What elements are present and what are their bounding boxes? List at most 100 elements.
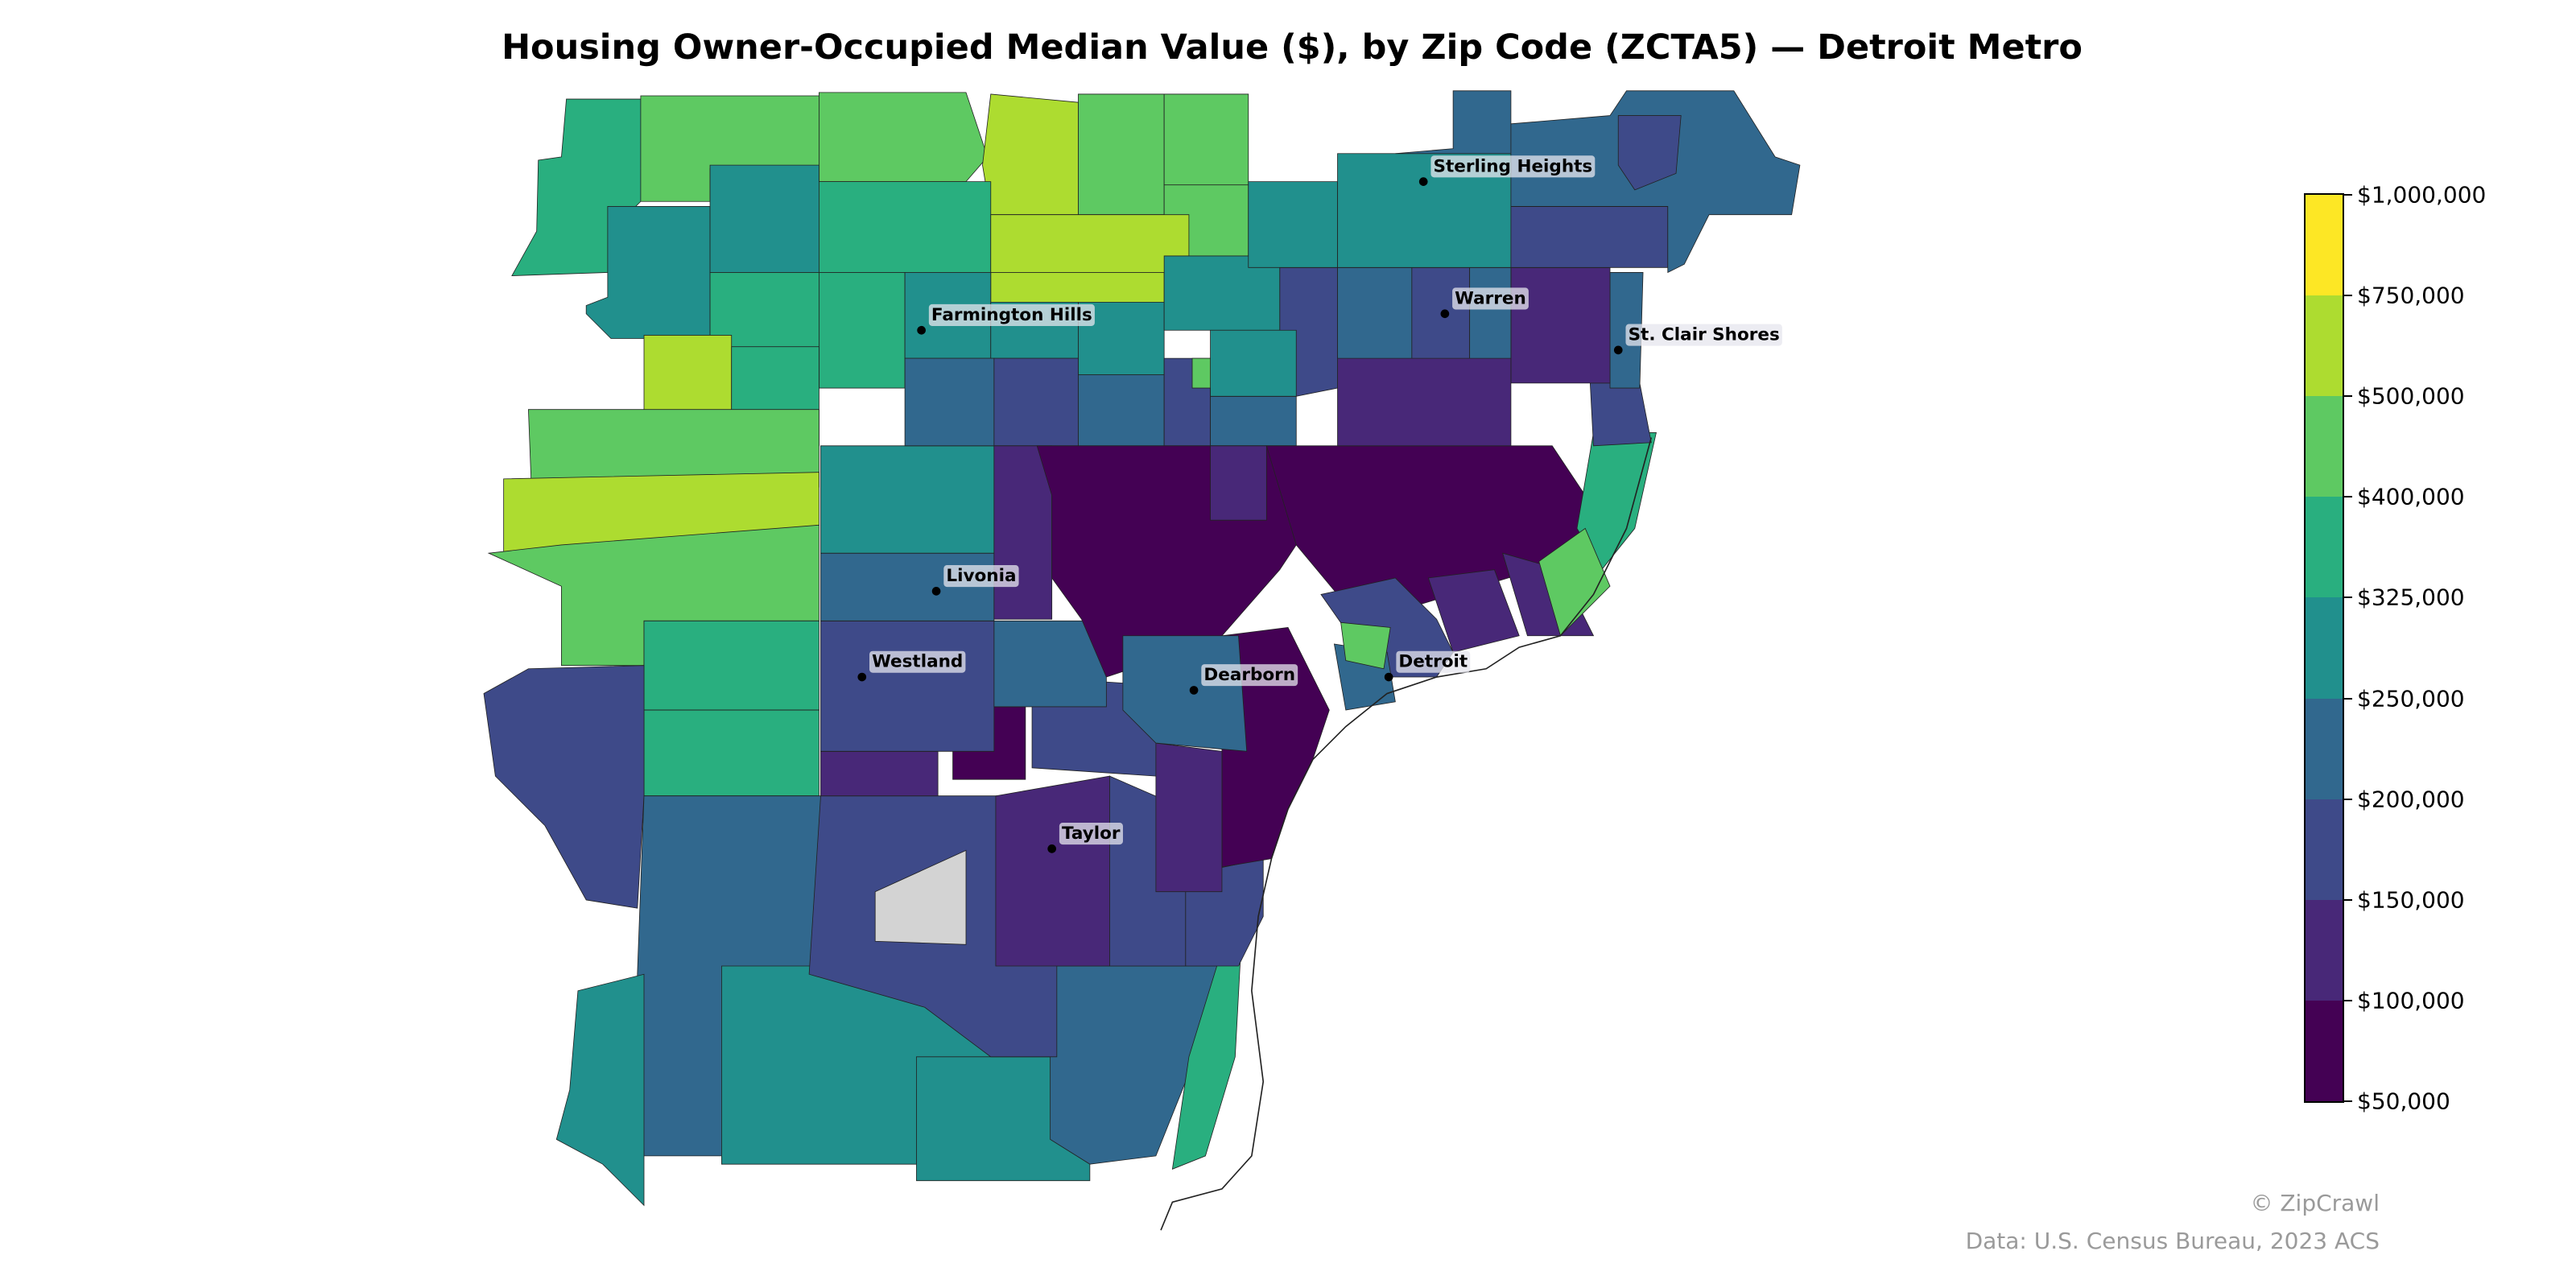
city-label: Farmington Hills (931, 305, 1092, 325)
city-label-background (1201, 664, 1298, 687)
zip-area (1210, 445, 1267, 521)
zip-area (1617, 115, 1682, 191)
colorbar-tick (2343, 898, 2352, 901)
city-label: Taylor (1062, 824, 1121, 844)
colorbar-bin (2306, 899, 2343, 1001)
city-dot (1384, 672, 1393, 682)
colorbar-tick-label: $500,000 (2357, 382, 2465, 410)
city-label: Sterling Heights (1434, 156, 1593, 176)
colorbar-bin (2306, 799, 2343, 900)
colorbar-tick-label: $200,000 (2357, 786, 2465, 813)
colorbar-bin (2306, 195, 2343, 296)
colorbar-tick (2343, 999, 2352, 1001)
city-label-background (928, 303, 1095, 326)
city-dot (857, 672, 867, 682)
zip-area (1510, 205, 1669, 268)
map-title: Housing Owner-Occupied Median Value ($),… (502, 27, 2083, 68)
city-label-background (1625, 324, 1782, 346)
zip-zones (483, 90, 1801, 1207)
colorbar-bin (2306, 698, 2343, 799)
city-label-background (1452, 287, 1529, 310)
zip-area (819, 92, 989, 183)
colorbar (2304, 193, 2344, 1103)
zip-area (1210, 329, 1297, 397)
city-marker: Warren (1440, 287, 1529, 319)
colorbar-tick-label: $1,000,000 (2357, 181, 2487, 208)
city-marker: Dearborn (1189, 664, 1298, 695)
city-label-background (1396, 650, 1471, 673)
city-label: Warren (1455, 288, 1526, 308)
colorbar-bin (2306, 1000, 2343, 1101)
zip-area (643, 620, 819, 711)
zip-area (1337, 357, 1512, 447)
colorbar-bin (2306, 295, 2343, 397)
zip-area (1078, 93, 1165, 216)
colorbar-tick-label: $325,000 (2357, 584, 2465, 611)
city-label: Westland (872, 652, 963, 672)
city-label-background (1430, 155, 1596, 178)
zip-area (820, 620, 995, 752)
zip-area (993, 620, 1107, 708)
zip-area (904, 357, 995, 447)
zip-area (1078, 374, 1165, 447)
city-marker: Detroit (1384, 650, 1471, 682)
city-marker: Livonia (931, 565, 1019, 596)
city-marker: Taylor (1047, 823, 1123, 853)
colorbar-bin (2306, 497, 2343, 598)
zip-area (820, 552, 995, 621)
colorbar-tick-label: $50,000 (2357, 1088, 2450, 1115)
city-dot (917, 325, 926, 335)
zip-area (643, 709, 819, 797)
zip-area (820, 750, 939, 797)
city-label-background (943, 565, 1019, 588)
source-text: Data: U.S. Census Bureau, 2023 ACS (1965, 1228, 2380, 1254)
shoreline (1160, 437, 1653, 1231)
zip-area (709, 164, 819, 273)
zip-area (1538, 527, 1611, 637)
city-label-background (869, 650, 966, 673)
city-marker: Sterling Heights (1418, 155, 1596, 186)
city-label: Dearborn (1203, 665, 1295, 685)
colorbar-tick (2343, 697, 2352, 700)
zip-area (1163, 93, 1249, 186)
colorbar-tick-label: $100,000 (2357, 987, 2465, 1014)
colorbar-tick (2343, 496, 2352, 498)
colorbar-tick (2343, 395, 2352, 398)
city-label-background (1059, 823, 1123, 845)
zip-area (483, 665, 645, 909)
zip-area (1469, 266, 1512, 359)
colorbar-tick-label: $400,000 (2357, 483, 2465, 510)
zip-area (555, 973, 645, 1207)
colorbar-tick (2343, 798, 2352, 800)
zip-area (982, 93, 1079, 216)
zip-area (995, 775, 1110, 967)
city-markers: Sterling Heights Farmington Hills Warren St… (857, 155, 1782, 853)
zip-area (993, 357, 1079, 447)
colorbar-tick (2343, 295, 2352, 297)
city-dot (1613, 345, 1623, 355)
city-dot (1047, 844, 1057, 853)
zip-area (819, 181, 992, 273)
colorbar-tick (2343, 597, 2352, 599)
colorbar-tick-label: $750,000 (2357, 282, 2465, 309)
city-dot (1440, 309, 1450, 319)
zip-area (990, 272, 1165, 303)
city-dot (1189, 686, 1199, 695)
zip-area (990, 214, 1190, 273)
zip-area (1510, 266, 1611, 384)
zip-area (1340, 621, 1391, 670)
zip-area (993, 445, 1053, 620)
city-marker: Farmington Hills (917, 303, 1095, 335)
city-dot (1418, 177, 1428, 186)
zip-area (1427, 569, 1520, 653)
colorbar-tick-label: $250,000 (2357, 685, 2465, 712)
credit-text: © ZipCrawl (2250, 1190, 2380, 1216)
colorbar-tick (2343, 1100, 2352, 1102)
colorbar-bin (2306, 597, 2343, 699)
zip-area-no-data (874, 849, 967, 945)
city-marker: St. Clair Shores (1613, 324, 1782, 355)
zip-area (819, 272, 906, 389)
zip-area (1337, 266, 1413, 359)
zip-area (1248, 181, 1338, 268)
